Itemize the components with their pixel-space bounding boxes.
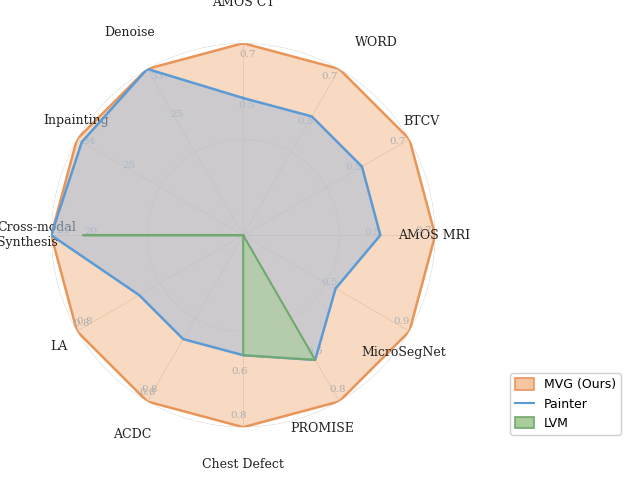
Text: WORD: WORD xyxy=(355,36,397,49)
Text: 20: 20 xyxy=(84,227,97,236)
Text: PROMISE: PROMISE xyxy=(291,421,355,435)
Text: LA: LA xyxy=(51,340,68,353)
Text: 0.5: 0.5 xyxy=(346,163,362,172)
Text: Denoise: Denoise xyxy=(104,26,156,39)
Text: 25: 25 xyxy=(123,161,136,170)
Text: AMOS MRI: AMOS MRI xyxy=(397,229,470,242)
Polygon shape xyxy=(51,43,435,427)
Text: 0.6: 0.6 xyxy=(232,367,248,376)
Text: Inpainting: Inpainting xyxy=(44,114,109,126)
Text: 0.5: 0.5 xyxy=(322,278,339,287)
Text: 25: 25 xyxy=(171,110,184,119)
Text: 34: 34 xyxy=(83,137,96,146)
Text: BTCV: BTCV xyxy=(403,116,440,128)
Text: 0.8: 0.8 xyxy=(230,411,247,420)
Text: Cross-modal
Synthesis: Cross-modal Synthesis xyxy=(0,221,76,249)
Text: 0.5: 0.5 xyxy=(297,117,314,126)
Text: 0.5: 0.5 xyxy=(238,101,255,110)
Text: 0.8: 0.8 xyxy=(77,317,93,326)
Polygon shape xyxy=(51,69,380,360)
Text: 0.6: 0.6 xyxy=(306,347,323,356)
Text: 0.7: 0.7 xyxy=(389,137,406,146)
Text: 33: 33 xyxy=(150,73,163,81)
Text: MicroSegNet: MicroSegNet xyxy=(362,346,446,359)
Text: 0.9: 0.9 xyxy=(394,317,410,326)
Text: 0.5: 0.5 xyxy=(364,227,381,237)
Legend: MVG (Ours), Painter, LVM: MVG (Ours), Painter, LVM xyxy=(510,373,621,435)
Text: 0.7: 0.7 xyxy=(415,226,432,235)
Text: 0.8: 0.8 xyxy=(139,388,156,397)
Text: 0.8: 0.8 xyxy=(73,319,90,328)
Text: Chest Defect: Chest Defect xyxy=(202,458,284,471)
Text: 0.8: 0.8 xyxy=(141,385,157,394)
Polygon shape xyxy=(83,235,315,360)
Text: 0.8: 0.8 xyxy=(329,385,346,394)
Text: 24: 24 xyxy=(56,226,69,235)
Text: 0.7: 0.7 xyxy=(239,50,256,59)
Text: AMOS CT: AMOS CT xyxy=(212,0,275,9)
Text: ACDC: ACDC xyxy=(113,428,151,441)
Text: 0.7: 0.7 xyxy=(321,73,338,81)
